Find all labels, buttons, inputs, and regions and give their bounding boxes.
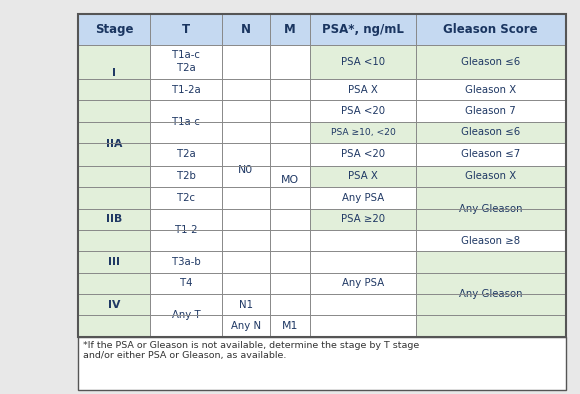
Bar bbox=[150, 143, 222, 187]
Text: M1: M1 bbox=[282, 321, 298, 331]
Bar bbox=[78, 14, 566, 337]
Bar bbox=[78, 187, 150, 251]
Bar bbox=[416, 230, 566, 251]
Text: IIB: IIB bbox=[106, 214, 122, 224]
Text: T1-2a: T1-2a bbox=[172, 85, 201, 95]
Bar bbox=[310, 187, 416, 208]
Text: T1-2: T1-2 bbox=[175, 225, 197, 235]
Text: IIA: IIA bbox=[106, 139, 122, 149]
Bar bbox=[150, 187, 222, 208]
Text: T2a: T2a bbox=[177, 149, 195, 160]
Bar bbox=[78, 45, 150, 100]
Bar bbox=[78, 273, 150, 337]
Bar bbox=[150, 79, 222, 100]
Text: MO: MO bbox=[281, 175, 299, 185]
Bar bbox=[78, 14, 566, 337]
Text: T: T bbox=[182, 23, 190, 36]
Text: PSA*, ng/mL: PSA*, ng/mL bbox=[322, 23, 404, 36]
Bar bbox=[310, 143, 566, 166]
Text: T2b: T2b bbox=[177, 171, 195, 182]
Text: T4: T4 bbox=[180, 279, 193, 288]
Text: Any Gleason: Any Gleason bbox=[459, 289, 523, 299]
Bar bbox=[150, 294, 222, 337]
Text: IV: IV bbox=[108, 300, 121, 310]
Text: Gleason ≥8: Gleason ≥8 bbox=[461, 236, 520, 245]
Text: PSA <20: PSA <20 bbox=[341, 149, 385, 160]
Bar bbox=[416, 187, 566, 230]
Text: Gleason ≤6: Gleason ≤6 bbox=[461, 57, 520, 67]
Bar bbox=[310, 79, 566, 100]
Text: PSA X: PSA X bbox=[348, 85, 378, 95]
Text: Gleason 7: Gleason 7 bbox=[465, 106, 516, 116]
Text: PSA ≥10, <20: PSA ≥10, <20 bbox=[331, 128, 396, 137]
Text: Gleason X: Gleason X bbox=[465, 85, 516, 95]
Bar bbox=[310, 166, 566, 187]
Text: PSA <10: PSA <10 bbox=[341, 57, 385, 67]
Bar bbox=[310, 251, 416, 316]
Bar bbox=[150, 273, 222, 294]
Bar bbox=[150, 251, 222, 273]
Bar bbox=[310, 230, 416, 251]
Bar bbox=[78, 337, 566, 390]
Text: PSA ≥20: PSA ≥20 bbox=[341, 214, 385, 224]
Bar bbox=[310, 45, 566, 79]
Bar bbox=[78, 251, 150, 273]
Bar bbox=[150, 45, 222, 79]
Bar bbox=[150, 208, 222, 251]
Text: PSA <20: PSA <20 bbox=[341, 106, 385, 116]
Bar bbox=[310, 208, 416, 230]
Text: Gleason ≤7: Gleason ≤7 bbox=[461, 149, 520, 160]
Text: Stage: Stage bbox=[95, 23, 133, 36]
Text: N0: N0 bbox=[238, 165, 253, 175]
Text: T1a-c: T1a-c bbox=[172, 117, 200, 127]
Text: *If the PSA or Gleason is not available, determine the stage by T stage
and/or e: *If the PSA or Gleason is not available,… bbox=[83, 341, 419, 360]
Text: III: III bbox=[108, 257, 121, 267]
Text: M: M bbox=[284, 23, 296, 36]
Text: T3a-b: T3a-b bbox=[172, 257, 201, 267]
Text: PSA X: PSA X bbox=[348, 171, 378, 182]
Bar bbox=[150, 100, 222, 143]
Bar bbox=[310, 100, 566, 122]
Text: Gleason Score: Gleason Score bbox=[443, 23, 538, 36]
Text: Gleason X: Gleason X bbox=[465, 171, 516, 182]
Bar bbox=[78, 14, 566, 45]
Text: Any T: Any T bbox=[172, 310, 201, 320]
Text: T1a-c: T1a-c bbox=[172, 50, 200, 59]
Bar bbox=[416, 251, 566, 337]
Text: Any PSA: Any PSA bbox=[342, 279, 384, 288]
Text: I: I bbox=[113, 68, 117, 78]
Text: T2c: T2c bbox=[177, 193, 195, 203]
Text: Any PSA: Any PSA bbox=[342, 193, 384, 203]
Text: Any N: Any N bbox=[231, 321, 261, 331]
Text: Gleason ≤6: Gleason ≤6 bbox=[461, 127, 520, 138]
Text: T2a: T2a bbox=[177, 63, 195, 73]
Text: N1: N1 bbox=[239, 300, 253, 310]
Text: N: N bbox=[241, 23, 251, 36]
Bar bbox=[78, 100, 150, 187]
Text: Any Gleason: Any Gleason bbox=[459, 204, 523, 214]
Bar bbox=[310, 122, 566, 143]
